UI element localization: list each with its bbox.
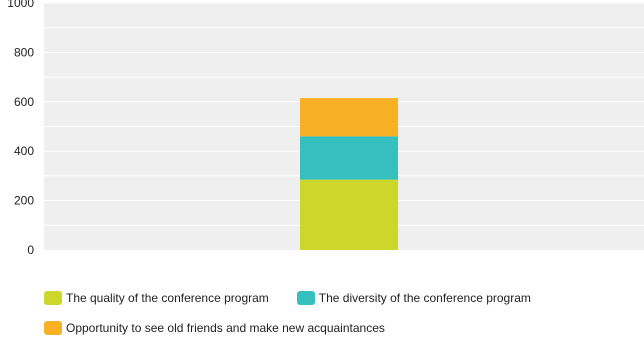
legend-item-diversity[interactable]: The diversity of the conference program [296, 291, 531, 305]
y-tick-label: 0 [27, 243, 34, 257]
y-tick-label: 200 [14, 194, 34, 208]
bars [300, 98, 398, 250]
legend-item-quality[interactable]: The quality of the conference program [44, 291, 269, 305]
legend-label-quality: The quality of the conference program [66, 291, 269, 305]
legend-row: The quality of the conference program Th… [44, 289, 634, 307]
bar-segment-1[interactable] [300, 136, 398, 180]
y-tick-label: 1000 [7, 0, 34, 10]
y-tick-labels: 0 200 400 600 800 1000 [7, 0, 34, 257]
legend-row: Opportunity to see old friends and make … [44, 319, 634, 337]
y-tick-label: 400 [14, 144, 34, 158]
legend-swatch-diversity [296, 291, 315, 305]
chart: 0 200 400 600 800 1000 [7, 0, 644, 257]
legend-label-diversity: The diversity of the conference program [318, 291, 531, 305]
legend-item-opportunity[interactable]: Opportunity to see old friends and make … [44, 321, 385, 335]
legend-label-opportunity: Opportunity to see old friends and make … [66, 321, 385, 335]
bar-segment-2[interactable] [300, 98, 398, 137]
y-tick-label: 800 [14, 45, 34, 59]
legend: The quality of the conference program Th… [44, 289, 634, 349]
legend-swatch-opportunity [44, 321, 62, 335]
legend-swatch-quality [44, 291, 62, 305]
bar-segment-0[interactable] [300, 179, 398, 250]
y-tick-label: 600 [14, 95, 34, 109]
